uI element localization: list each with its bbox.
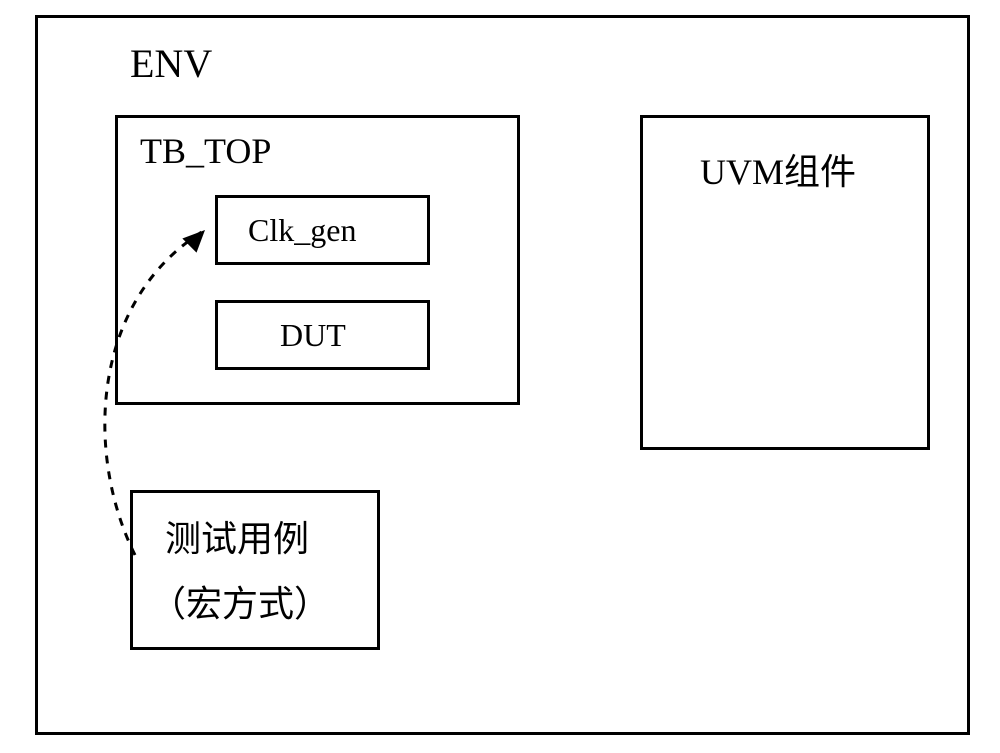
arrowhead-icon xyxy=(182,223,212,253)
edge-testcase-to-clkgen xyxy=(0,0,1000,753)
edge-path xyxy=(105,230,205,555)
diagram-canvas: ENV TB_TOP Clk_gen DUT UVM组件 测试用例 （宏方式） xyxy=(0,0,1000,753)
